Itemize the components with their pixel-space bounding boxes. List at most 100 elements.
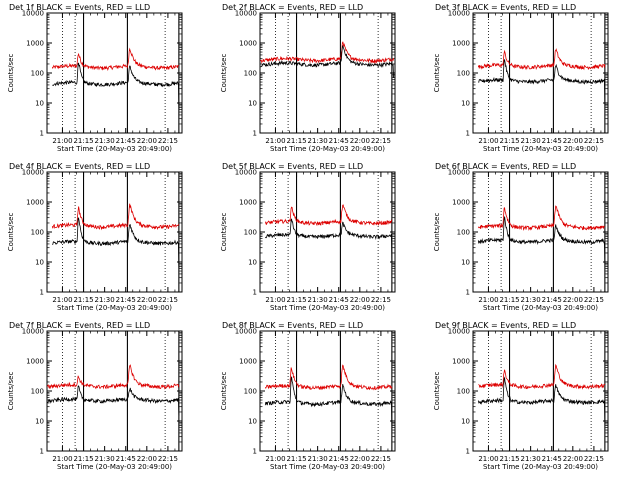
chart-title: Det 1f BLACK = Events, RED = LLD bbox=[9, 3, 150, 12]
x-tick-label: 21:45 bbox=[542, 296, 562, 304]
y-tick-label: 1000 bbox=[239, 358, 257, 366]
chart-title: Det 7f BLACK = Events, RED = LLD bbox=[9, 321, 150, 330]
x-tick-label: 22:15 bbox=[584, 455, 604, 463]
series-line-black-events bbox=[47, 385, 180, 416]
x-axis-label: Start Time (20-May-03 20:49:00) bbox=[57, 145, 172, 153]
x-tick-label: 22:15 bbox=[371, 455, 391, 463]
y-tick-label: 100 bbox=[244, 70, 257, 78]
plot-frame bbox=[259, 171, 396, 293]
chart-title: Det 2f BLACK = Events, RED = LLD bbox=[222, 3, 363, 12]
y-tick-label: 100 bbox=[457, 70, 470, 78]
series-line-red-lld bbox=[478, 363, 606, 390]
x-tick-label: 22:15 bbox=[584, 296, 604, 304]
x-tick-label: 21:45 bbox=[116, 296, 136, 304]
x-tick-label: 21:15 bbox=[499, 137, 519, 145]
chart-panel-2f: Det 2f BLACK = Events, RED = LLD 1 10 100 10… bbox=[220, 3, 396, 153]
x-tick-label: 21:30 bbox=[521, 455, 541, 463]
chart-title: Det 6f BLACK = Events, RED = LLD bbox=[435, 162, 576, 171]
x-tick-label: 22:00 bbox=[350, 296, 370, 304]
y-tick-label: 100 bbox=[31, 388, 44, 396]
x-tick-label: 21:00 bbox=[52, 137, 72, 145]
y-tick-label: 1 bbox=[466, 289, 470, 297]
x-tick-label: 21:15 bbox=[286, 137, 306, 145]
chart-panel-3f: Det 3f BLACK = Events, RED = LLD 1 10 100 10… bbox=[433, 3, 609, 153]
series-line-red-lld bbox=[46, 364, 180, 390]
x-axis-label: Start Time (20-May-03 20:49:00) bbox=[483, 463, 598, 471]
y-tick-label: 1 bbox=[40, 448, 44, 456]
chart-title: Det 5f BLACK = Events, RED = LLD bbox=[222, 162, 363, 171]
x-tick-label: 21:00 bbox=[478, 455, 498, 463]
y-tick-label: 1 bbox=[40, 130, 44, 138]
series-line-red-lld bbox=[51, 203, 180, 231]
x-tick-label: 21:30 bbox=[521, 296, 541, 304]
x-tick-label: 22:15 bbox=[371, 296, 391, 304]
series-line-black-events bbox=[52, 62, 180, 110]
y-tick-label: 10 bbox=[35, 259, 44, 267]
series-line-red-lld bbox=[477, 48, 606, 71]
x-tick-label: 21:15 bbox=[286, 296, 306, 304]
x-tick-label: 21:15 bbox=[286, 455, 306, 463]
x-tick-label: 22:00 bbox=[137, 455, 157, 463]
x-axis-label: Start Time (20-May-03 20:49:00) bbox=[483, 145, 598, 153]
plot-frame bbox=[46, 12, 183, 134]
y-tick-label: 10 bbox=[461, 100, 470, 108]
y-axis-label: Counts/sec bbox=[7, 213, 15, 252]
y-tick-label: 10 bbox=[248, 100, 257, 108]
y-tick-label: 100 bbox=[457, 229, 470, 237]
series-line-red-lld bbox=[51, 47, 180, 71]
y-tick-label: 100 bbox=[457, 388, 470, 396]
y-axis-label: Counts/sec bbox=[7, 372, 15, 411]
y-tick-label: 100 bbox=[244, 229, 257, 237]
y-axis-label: Counts/sec bbox=[220, 372, 228, 411]
y-tick-label: 1000 bbox=[26, 40, 44, 48]
y-tick-label: 1 bbox=[253, 130, 257, 138]
x-tick-label: 22:15 bbox=[158, 455, 178, 463]
y-axis-label: Counts/sec bbox=[433, 213, 441, 252]
x-tick-label: 22:00 bbox=[563, 455, 583, 463]
chart-title: Det 8f BLACK = Events, RED = LLD bbox=[222, 321, 363, 330]
x-tick-label: 21:30 bbox=[308, 137, 328, 145]
y-axis-label: Counts/sec bbox=[220, 213, 228, 252]
x-tick-label: 21:00 bbox=[478, 296, 498, 304]
series-line-black-events bbox=[52, 217, 180, 269]
y-tick-label: 1000 bbox=[26, 358, 44, 366]
series-line-red-lld bbox=[260, 41, 394, 65]
series-line-red-lld bbox=[264, 364, 393, 391]
chart-panel-1f: Det 1f BLACK = Events, RED = LLD 1 10 100 10… bbox=[7, 3, 183, 153]
x-tick-label: 22:00 bbox=[350, 137, 370, 145]
y-tick-label: 1 bbox=[253, 289, 257, 297]
x-tick-label: 21:45 bbox=[116, 455, 136, 463]
x-tick-label: 22:00 bbox=[350, 455, 370, 463]
x-tick-label: 21:30 bbox=[95, 455, 115, 463]
x-tick-label: 22:00 bbox=[563, 296, 583, 304]
y-tick-label: 100 bbox=[31, 70, 44, 78]
x-tick-label: 21:00 bbox=[478, 137, 498, 145]
x-tick-label: 21:45 bbox=[116, 137, 136, 145]
y-tick-label: 10 bbox=[461, 259, 470, 267]
y-tick-label: 10000 bbox=[22, 169, 44, 177]
x-tick-label: 22:00 bbox=[137, 296, 157, 304]
chart-title: Det 9f BLACK = Events, RED = LLD bbox=[435, 321, 576, 330]
x-tick-label: 21:30 bbox=[308, 296, 328, 304]
chart-title: Det 4f BLACK = Events, RED = LLD bbox=[9, 162, 150, 171]
x-tick-label: 21:15 bbox=[499, 455, 519, 463]
chart-panel-7f: Det 7f BLACK = Events, RED = LLD 1 10 100 10… bbox=[7, 321, 183, 471]
plot-frame bbox=[46, 330, 183, 452]
chart-panel-9f: Det 9f BLACK = Events, RED = LLD 1 10 100 10… bbox=[433, 321, 609, 471]
y-tick-label: 1 bbox=[466, 448, 470, 456]
series-line-black-events bbox=[264, 218, 393, 263]
x-tick-label: 21:15 bbox=[73, 296, 93, 304]
y-axis-label: Counts/sec bbox=[433, 372, 441, 411]
x-tick-label: 22:00 bbox=[137, 137, 157, 145]
y-tick-label: 10000 bbox=[22, 10, 44, 18]
chart-title: Det 3f BLACK = Events, RED = LLD bbox=[435, 3, 576, 12]
y-tick-label: 1000 bbox=[239, 40, 257, 48]
y-tick-label: 1000 bbox=[452, 40, 470, 48]
x-tick-label: 21:00 bbox=[52, 296, 72, 304]
y-axis-label: Counts/sec bbox=[433, 54, 441, 93]
x-tick-label: 21:15 bbox=[73, 455, 93, 463]
x-tick-label: 22:00 bbox=[563, 137, 583, 145]
y-tick-label: 10 bbox=[461, 418, 470, 426]
y-tick-label: 10000 bbox=[448, 169, 470, 177]
